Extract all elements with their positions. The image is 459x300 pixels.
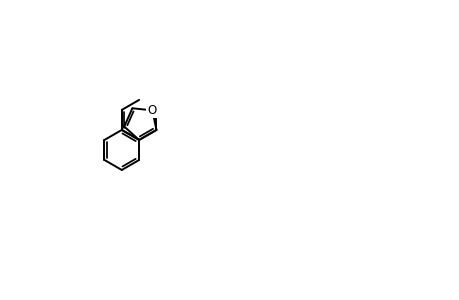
Text: O: O [147,104,157,117]
